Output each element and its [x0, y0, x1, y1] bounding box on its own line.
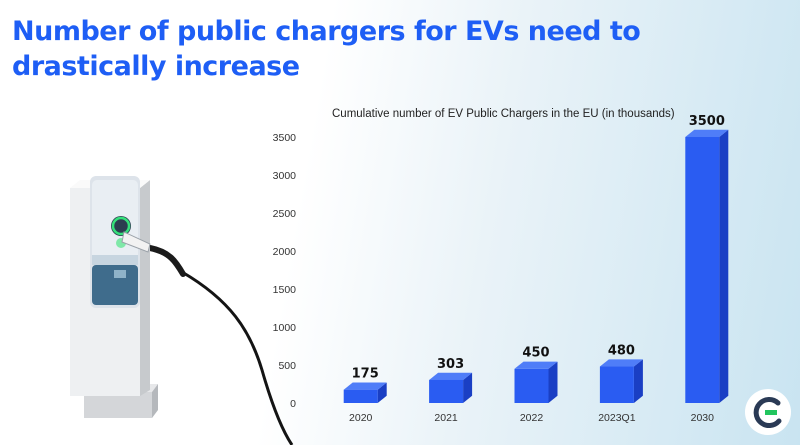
bar [685, 137, 720, 403]
x-tick-label: 2021 [434, 412, 458, 424]
charging-cable [181, 270, 294, 445]
bar [514, 368, 549, 403]
charger-lower-panel [92, 265, 138, 305]
y-tick-label: 2500 [273, 208, 297, 220]
bar [343, 389, 378, 403]
chart-title: Cumulative number of EV Public Chargers … [332, 108, 675, 120]
y-tick-label: 0 [290, 398, 296, 410]
x-axis: 2020 2021 2022 2023Q1 2030 [349, 412, 714, 424]
x-tick-label: 2023Q1 [598, 412, 636, 424]
bar-side [719, 129, 729, 404]
bar [599, 366, 634, 403]
charger-base [84, 392, 152, 418]
bar-top [599, 359, 643, 367]
bar-side [463, 372, 473, 403]
y-tick-label: 3500 [273, 132, 297, 144]
y-tick-label: 1500 [273, 284, 297, 296]
x-tick-label: 2020 [349, 412, 373, 424]
bar-top [514, 361, 558, 369]
x-tick-label: 2022 [520, 412, 544, 424]
y-axis: 0 500 1000 1500 2000 2500 3000 3500 [273, 132, 297, 410]
bar-top [343, 382, 387, 390]
data-label: 303 [437, 357, 464, 372]
data-label: 450 [522, 346, 549, 361]
bars: 175 303 450 480 3500 [343, 114, 729, 404]
plug-cable [147, 245, 186, 277]
bar [429, 379, 464, 403]
bar-top [429, 372, 473, 380]
y-tick-label: 500 [278, 360, 296, 372]
bar-side [633, 359, 643, 403]
data-label: 175 [352, 367, 379, 382]
bar-side [377, 382, 387, 403]
y-tick-label: 1000 [273, 322, 297, 334]
y-tick-label: 3000 [273, 170, 297, 182]
brand-logo-icon [745, 389, 791, 435]
y-tick-label: 2000 [273, 246, 297, 258]
x-tick-label: 2030 [691, 412, 715, 424]
headline: Number of public chargers for EVs need t… [12, 16, 641, 82]
bar-side [548, 361, 558, 403]
charging-plug [121, 231, 151, 253]
data-label: 3500 [689, 114, 725, 129]
data-label: 480 [608, 343, 635, 358]
bar-top [685, 129, 729, 137]
